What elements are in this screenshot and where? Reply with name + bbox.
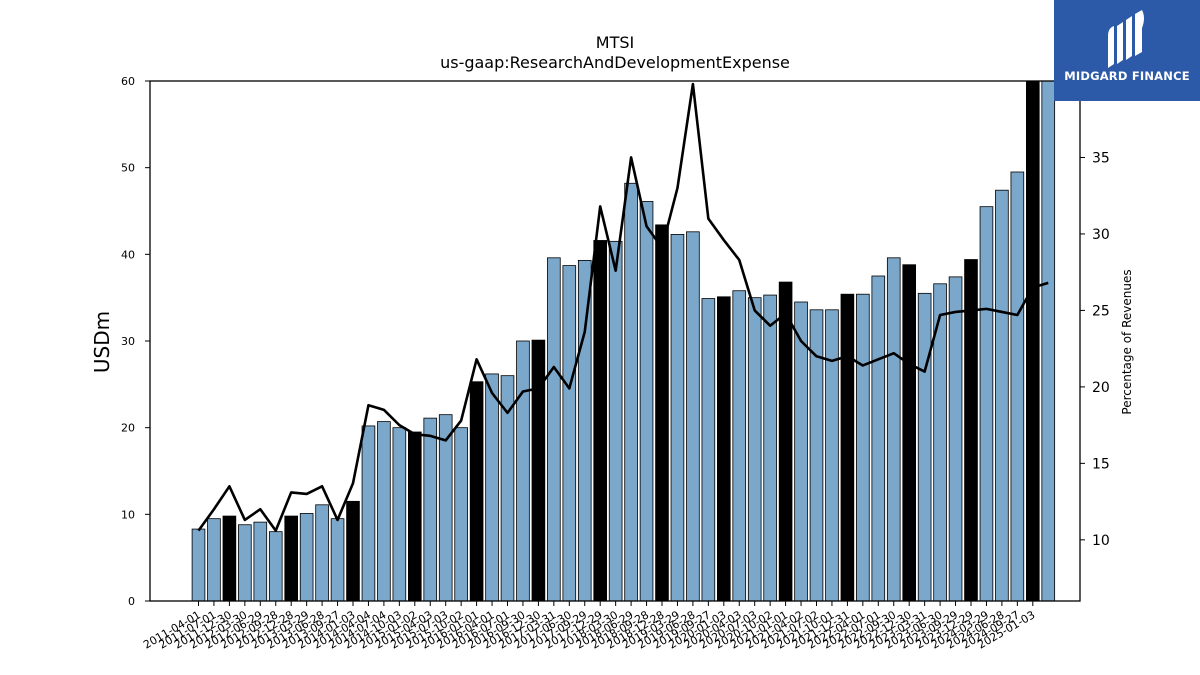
chart-subtitle: us-gaap:ResearchAndDevelopmentExpense <box>440 53 790 72</box>
bar <box>670 233 685 601</box>
bar <box>856 293 870 601</box>
y-tick-label: 60 <box>121 75 135 88</box>
bar <box>392 427 407 601</box>
bar <box>284 515 298 601</box>
bar <box>902 264 916 601</box>
bar <box>933 283 947 601</box>
bar <box>995 189 1009 601</box>
bar <box>964 259 978 601</box>
bar <box>840 293 855 601</box>
bar <box>454 427 468 601</box>
bar <box>593 240 607 601</box>
bar <box>794 301 808 601</box>
bar <box>886 257 901 601</box>
bar <box>500 375 515 601</box>
y2-tick-label: 15 <box>1092 456 1110 472</box>
y-axis-label: USDm <box>90 311 114 373</box>
bar <box>346 500 360 601</box>
bar <box>608 240 623 601</box>
bar <box>825 309 839 601</box>
bar <box>253 521 268 601</box>
bar <box>531 339 546 601</box>
bar <box>469 381 484 601</box>
y-tick-label: 20 <box>121 422 135 435</box>
y2-tick-label: 30 <box>1092 227 1110 243</box>
y2-axis-label: Percentage of Revenues <box>1120 269 1134 414</box>
bar <box>701 298 716 601</box>
bar-series <box>191 81 1056 601</box>
bar <box>639 201 654 601</box>
bar <box>732 290 747 601</box>
bar <box>238 524 252 601</box>
bar <box>547 257 561 601</box>
bar <box>778 281 793 601</box>
bar <box>268 531 283 601</box>
y-tick-label: 0 <box>128 595 135 608</box>
bar <box>655 224 669 601</box>
y2-tick-label: 10 <box>1092 533 1110 549</box>
bar <box>979 206 994 601</box>
bar <box>315 504 329 601</box>
y2-tick-label: 35 <box>1092 150 1110 166</box>
bar <box>747 297 762 601</box>
bar <box>377 421 391 601</box>
revenue-percentage-line <box>197 82 1049 532</box>
bar <box>207 518 221 601</box>
bar <box>438 414 453 601</box>
bar <box>948 276 963 601</box>
bar <box>577 259 592 601</box>
brand-name: MIDGARD FINANCE <box>1064 69 1190 83</box>
bar <box>1026 81 1040 601</box>
brand-logo: MIDGARD FINANCE <box>1054 0 1200 101</box>
bar <box>624 182 638 601</box>
bar <box>1010 171 1025 601</box>
line-series <box>197 82 1049 532</box>
bar <box>917 292 932 601</box>
bar <box>361 425 376 601</box>
bar <box>407 431 422 601</box>
y-tick-label: 30 <box>121 335 135 348</box>
y2-tick-label: 25 <box>1092 303 1110 319</box>
bar <box>871 275 886 601</box>
bar <box>330 518 345 601</box>
chart-title: MTSI <box>596 33 634 52</box>
bar <box>562 265 577 601</box>
bar <box>809 309 824 601</box>
y-tick-label: 10 <box>121 508 135 521</box>
bar <box>299 513 314 601</box>
bar <box>686 231 700 601</box>
y-tick-label: 40 <box>121 248 135 261</box>
bar <box>485 373 499 601</box>
bar <box>717 296 731 601</box>
axes: 01020304050601015202530352011-04-012011-… <box>121 75 1110 652</box>
y2-tick-label: 20 <box>1092 380 1110 396</box>
bar <box>516 340 530 601</box>
bar <box>191 528 206 601</box>
bar <box>222 515 237 601</box>
bar <box>423 417 438 601</box>
midgard-logo-icon <box>1108 10 1144 68</box>
y-tick-label: 50 <box>121 162 135 175</box>
bar <box>763 294 777 601</box>
bar <box>1041 81 1056 601</box>
